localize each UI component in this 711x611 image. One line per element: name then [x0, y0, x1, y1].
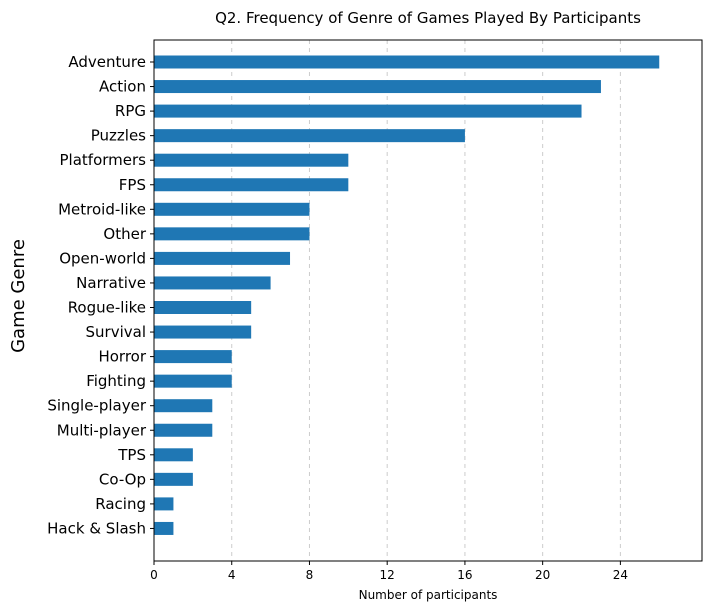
- bar: [154, 350, 232, 364]
- bar: [154, 251, 291, 265]
- category-label: Metroid-like: [58, 200, 146, 218]
- category-label: Open-world: [59, 249, 146, 267]
- bar: [154, 55, 660, 69]
- bar: [154, 325, 252, 339]
- x-tick-label: 4: [228, 568, 236, 582]
- x-tick-label: 12: [380, 568, 395, 582]
- bar: [154, 521, 174, 535]
- bar: [154, 104, 582, 118]
- bar: [154, 399, 213, 413]
- bar: [154, 497, 174, 511]
- chart-title: Q2. Frequency of Genre of Games Played B…: [215, 9, 641, 27]
- category-label: Platformers: [60, 151, 147, 169]
- x-tick-label: 24: [613, 568, 628, 582]
- bar: [154, 472, 193, 486]
- bar: [154, 178, 349, 192]
- category-label: Hack & Slash: [47, 519, 146, 537]
- category-label: Horror: [98, 348, 146, 366]
- bar: [154, 80, 601, 94]
- category-label: Narrative: [76, 274, 146, 292]
- bar: [154, 448, 193, 462]
- bar: [154, 276, 271, 290]
- grid-lines: [231, 40, 621, 561]
- bar: [154, 202, 310, 216]
- category-label: RPG: [115, 102, 146, 120]
- bar: [154, 227, 310, 241]
- x-tick-label: 16: [457, 568, 472, 582]
- category-label: Single-player: [47, 397, 147, 415]
- category-label: Rogue-like: [68, 299, 146, 317]
- x-tick-label: 0: [150, 568, 158, 582]
- category-label: Survival: [86, 323, 146, 341]
- category-label: FPS: [119, 176, 146, 194]
- plot-frame: [153, 39, 703, 562]
- category-label: Action: [99, 78, 146, 96]
- category-label: Multi-player: [57, 421, 147, 439]
- category-label: TPS: [117, 446, 146, 464]
- category-label: Racing: [95, 495, 146, 513]
- x-tick-label: 8: [306, 568, 314, 582]
- bar: [154, 301, 252, 314]
- bar: [154, 423, 213, 437]
- category-label: Other: [103, 225, 146, 243]
- x-ticks: 0 4 8 12 16 20 24: [150, 561, 628, 582]
- bar: [154, 153, 349, 167]
- bars: [154, 55, 660, 535]
- category-label: Fighting: [86, 372, 146, 390]
- category-labels: Adventure Action RPG Puzzles Platformers FPS M…: [47, 53, 154, 537]
- bar: [154, 129, 465, 143]
- category-label: Adventure: [68, 53, 146, 71]
- category-label: Co-Op: [99, 470, 146, 488]
- category-label: Puzzles: [91, 127, 146, 145]
- x-axis-label: Number of participants: [359, 588, 498, 602]
- bar: [154, 374, 232, 388]
- x-tick-label: 20: [535, 568, 550, 582]
- y-axis-label: Game Genre: [8, 239, 29, 353]
